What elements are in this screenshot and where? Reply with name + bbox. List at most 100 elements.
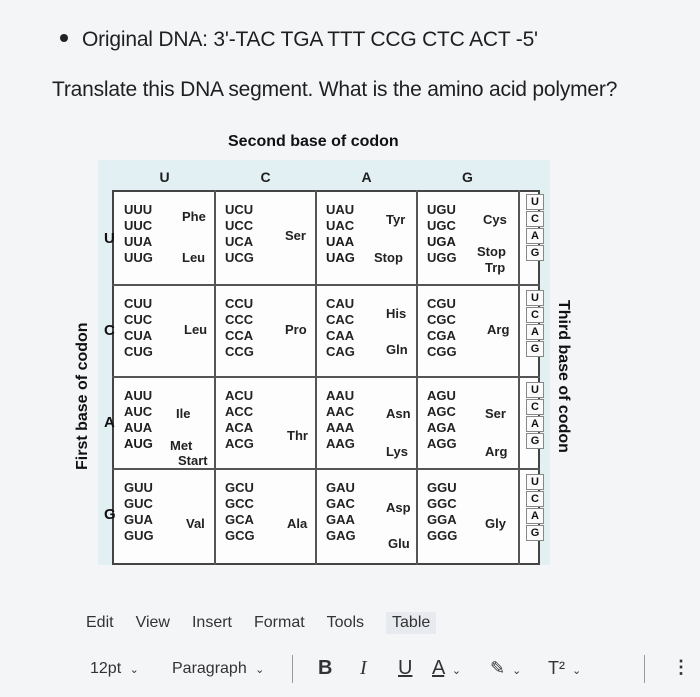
codon: UAU (326, 202, 355, 217)
menu-tools[interactable]: Tools (326, 614, 365, 631)
codon: GCC (225, 496, 254, 511)
paragraph-select[interactable]: Paragraph ⌄ (172, 660, 264, 678)
italic-button[interactable]: I (360, 657, 367, 679)
codon: CGA (427, 328, 456, 343)
chevron-down-icon: ⌄ (129, 664, 139, 676)
codon: GGC (427, 496, 457, 511)
codon: AGA (427, 420, 456, 435)
bold-button[interactable]: B (318, 657, 333, 679)
amino-acid: Val (186, 516, 205, 531)
paragraph-value: Paragraph (172, 660, 247, 677)
first-base-a: A (104, 414, 115, 431)
codon: AAG (326, 436, 355, 451)
amino-acid: Leu (182, 250, 206, 265)
codon: UAA (326, 234, 355, 249)
codon: UGA (427, 234, 456, 249)
menu-table[interactable]: Table (386, 612, 437, 634)
second-base-a: A (361, 169, 372, 185)
amino-acid: Cys (483, 212, 507, 227)
first-base-g: G (104, 506, 116, 523)
codon: GUU (124, 480, 153, 495)
menu-edit[interactable]: Edit (86, 614, 114, 631)
third-base-letter: G (526, 341, 544, 357)
amino-acid: Tyr (386, 212, 406, 227)
third-base-column: U C A G (526, 194, 544, 262)
amino-acid: Thr (287, 428, 308, 443)
third-base-letter: A (526, 416, 544, 432)
codon: CGG (427, 344, 457, 359)
amino-acid: Ile (176, 406, 191, 421)
amino-acid: His (386, 306, 407, 321)
grid-divider (112, 376, 540, 378)
codon: UCU (225, 202, 254, 217)
codon: UUU (124, 202, 153, 217)
third-base-letter: C (526, 491, 544, 507)
codon: GUG (124, 528, 154, 543)
amino-acid: Phe (182, 209, 206, 224)
chevron-down-icon: ⌄ (451, 665, 462, 677)
codon: UUC (124, 218, 153, 233)
amino-acid: Met (170, 438, 193, 453)
codon: GAU (326, 480, 355, 495)
codon: UCA (225, 234, 254, 249)
grid-divider (112, 284, 540, 286)
amino-acid: Arg (485, 444, 508, 459)
amino-acid: Stop (477, 244, 506, 259)
third-base-letter: G (526, 525, 544, 541)
codon: GUC (124, 496, 153, 511)
toolbar-separator (292, 655, 293, 683)
amino-acid: Ser (485, 406, 506, 421)
amino-acid: Ser (285, 228, 306, 243)
text-color-button[interactable]: A ⌄ (432, 657, 461, 680)
codon: AAU (326, 388, 355, 403)
third-base-title: Third base of codon (555, 300, 572, 453)
third-base-letter: A (526, 228, 544, 244)
cell-ca: CAU CAC CAA CAG His Gln (316, 286, 417, 378)
second-base-c: C (260, 169, 271, 185)
codon: GCA (225, 512, 254, 527)
codon: AUC (124, 404, 153, 419)
amino-acid: Start (178, 453, 208, 468)
second-base-g: G (462, 169, 473, 185)
amino-acid: Arg (487, 322, 510, 337)
codon: UUA (124, 234, 153, 249)
more-options-icon[interactable]: ⋮ (672, 657, 690, 677)
superscript-button[interactable]: T² ⌄ (548, 658, 581, 679)
codon: UGU (427, 202, 456, 217)
amino-acid: Ala (287, 516, 308, 531)
codon: CUU (124, 296, 153, 311)
codon: UGG (427, 250, 457, 265)
cell-ac: ACU ACC ACA ACG Thr (215, 378, 316, 470)
codon: CUA (124, 328, 153, 343)
third-base-letter: G (526, 245, 544, 261)
editor-menubar: Edit View Insert Format Tools Table (86, 612, 437, 634)
cell-cu: CUU CUC CUA CUG Leu (114, 286, 215, 378)
third-base-letter: U (526, 474, 544, 490)
third-base-column: U C A G (526, 474, 544, 542)
amino-acid: Glu (388, 536, 410, 551)
third-base-letter: U (526, 382, 544, 398)
font-size-select[interactable]: 12pt ⌄ (90, 660, 139, 678)
amino-acid: Asp (386, 500, 411, 515)
text-color-label: A (432, 657, 445, 679)
cell-cg: CGU CGC CGA CGG Arg (417, 286, 518, 378)
toolbar-separator (644, 655, 645, 683)
underline-button[interactable]: U (398, 657, 413, 679)
menu-format[interactable]: Format (253, 614, 305, 631)
first-base-u: U (104, 230, 115, 247)
codon: AAA (326, 420, 355, 435)
codon: GAA (326, 512, 355, 527)
amino-acid: Asn (386, 406, 411, 421)
codon: GUA (124, 512, 153, 527)
first-base-title: First base of codon (74, 322, 91, 470)
amino-acid: Trp (485, 260, 506, 275)
codon: CUG (124, 344, 153, 359)
font-size-value: 12pt (90, 660, 122, 677)
menu-insert[interactable]: Insert (191, 614, 232, 631)
codon: GCG (225, 528, 255, 543)
menu-view[interactable]: View (135, 614, 170, 631)
cell-au: AUU AUC AUA AUG Ile Met Start (114, 378, 215, 470)
highlight-button[interactable]: ✎ ⌄ (490, 658, 521, 679)
amino-acid: Gln (386, 342, 408, 357)
third-base-letter: C (526, 211, 544, 227)
